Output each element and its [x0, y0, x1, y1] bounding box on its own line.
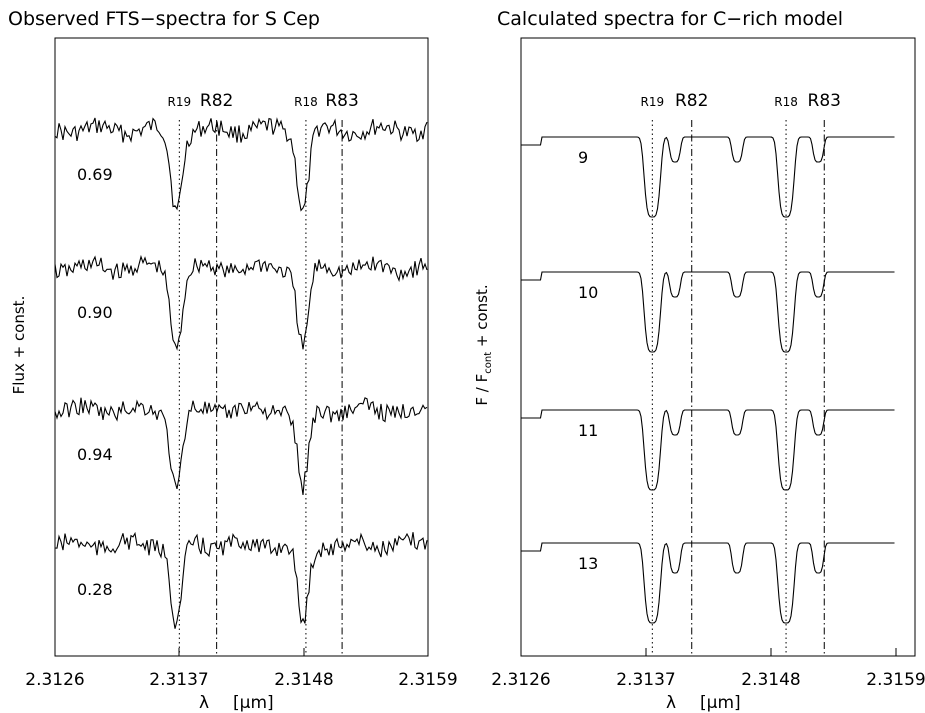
marker-label-r18: R18: [294, 95, 318, 109]
spectrum-label: 11: [578, 421, 598, 440]
y-axis-label-main: F / F: [473, 374, 491, 406]
marker-label-r82: R82: [200, 91, 233, 111]
x-tick-label: 2.3159: [866, 670, 925, 690]
panel-model: Calculated spectra for C−rich model F / …: [473, 8, 925, 713]
spectrum-label: 9: [578, 148, 588, 167]
chart-title: Calculated spectra for C−rich model: [497, 8, 843, 30]
line-markers: R19 R82 R18 R83: [641, 91, 841, 656]
spectrum-label: 13: [578, 554, 598, 573]
spectrum-label: 0.69: [77, 165, 113, 184]
spectrum-label: 0.94: [77, 445, 113, 464]
plot-frame: [520, 37, 916, 657]
y-axis-label: Flux + const.: [10, 296, 28, 395]
marker-label-r18: R18: [774, 95, 798, 109]
x-tick-labels: 2.3126 2.3137 2.3148 2.3159: [25, 648, 458, 690]
spectrum-line: [54, 254, 428, 351]
spectrum-line: [521, 542, 895, 624]
line-markers: R19 R82 R18 R83: [168, 91, 359, 656]
spectrum-label: 0.90: [77, 303, 113, 322]
x-tick-label: 2.3159: [398, 670, 457, 690]
spectrum-line: [54, 531, 428, 629]
x-tick-label: 2.3148: [274, 670, 333, 690]
spectrum-line: [521, 271, 895, 353]
x-tick-label: 2.3126: [491, 670, 550, 690]
spectra: 0.69 0.90 0.94 0.28: [54, 117, 428, 629]
x-axis-label-symbol: λ: [666, 693, 676, 713]
plot-frame: [54, 37, 429, 657]
y-axis-label-sub: cont: [483, 352, 494, 374]
spectrum-line: [521, 136, 895, 218]
x-axis-label-unit: [μm]: [700, 693, 741, 713]
marker-label-r83: R83: [325, 91, 358, 111]
x-tick-labels: 2.3126 2.3137 2.3148 2.3159: [491, 648, 925, 690]
marker-label-r82: R82: [675, 91, 708, 111]
marker-label-r19: R19: [641, 95, 665, 109]
y-axis-label: F / Fcont + const.: [473, 284, 494, 405]
spectrum-line: [54, 397, 428, 495]
spectrum-label: 0.28: [77, 580, 113, 599]
spectra: 9 10 11 13: [521, 136, 895, 624]
y-axis-label-tail: + const.: [473, 284, 491, 352]
x-axis-label-symbol: λ: [199, 693, 209, 713]
x-tick-label: 2.3137: [149, 670, 208, 690]
spectrum-label: 10: [578, 283, 598, 302]
x-axis-label-unit: [μm]: [233, 693, 274, 713]
spectrum-line: [521, 409, 895, 491]
spectrum-line: [54, 117, 428, 212]
marker-label-r19: R19: [168, 95, 192, 109]
x-tick-label: 2.3137: [616, 670, 675, 690]
chart-title: Observed FTS−spectra for S Cep: [8, 8, 320, 30]
marker-label-r83: R83: [808, 91, 841, 111]
x-tick-label: 2.3126: [25, 670, 84, 690]
panel-observed: Observed FTS−spectra for S Cep Flux + co…: [8, 8, 458, 713]
x-tick-label: 2.3148: [741, 670, 800, 690]
